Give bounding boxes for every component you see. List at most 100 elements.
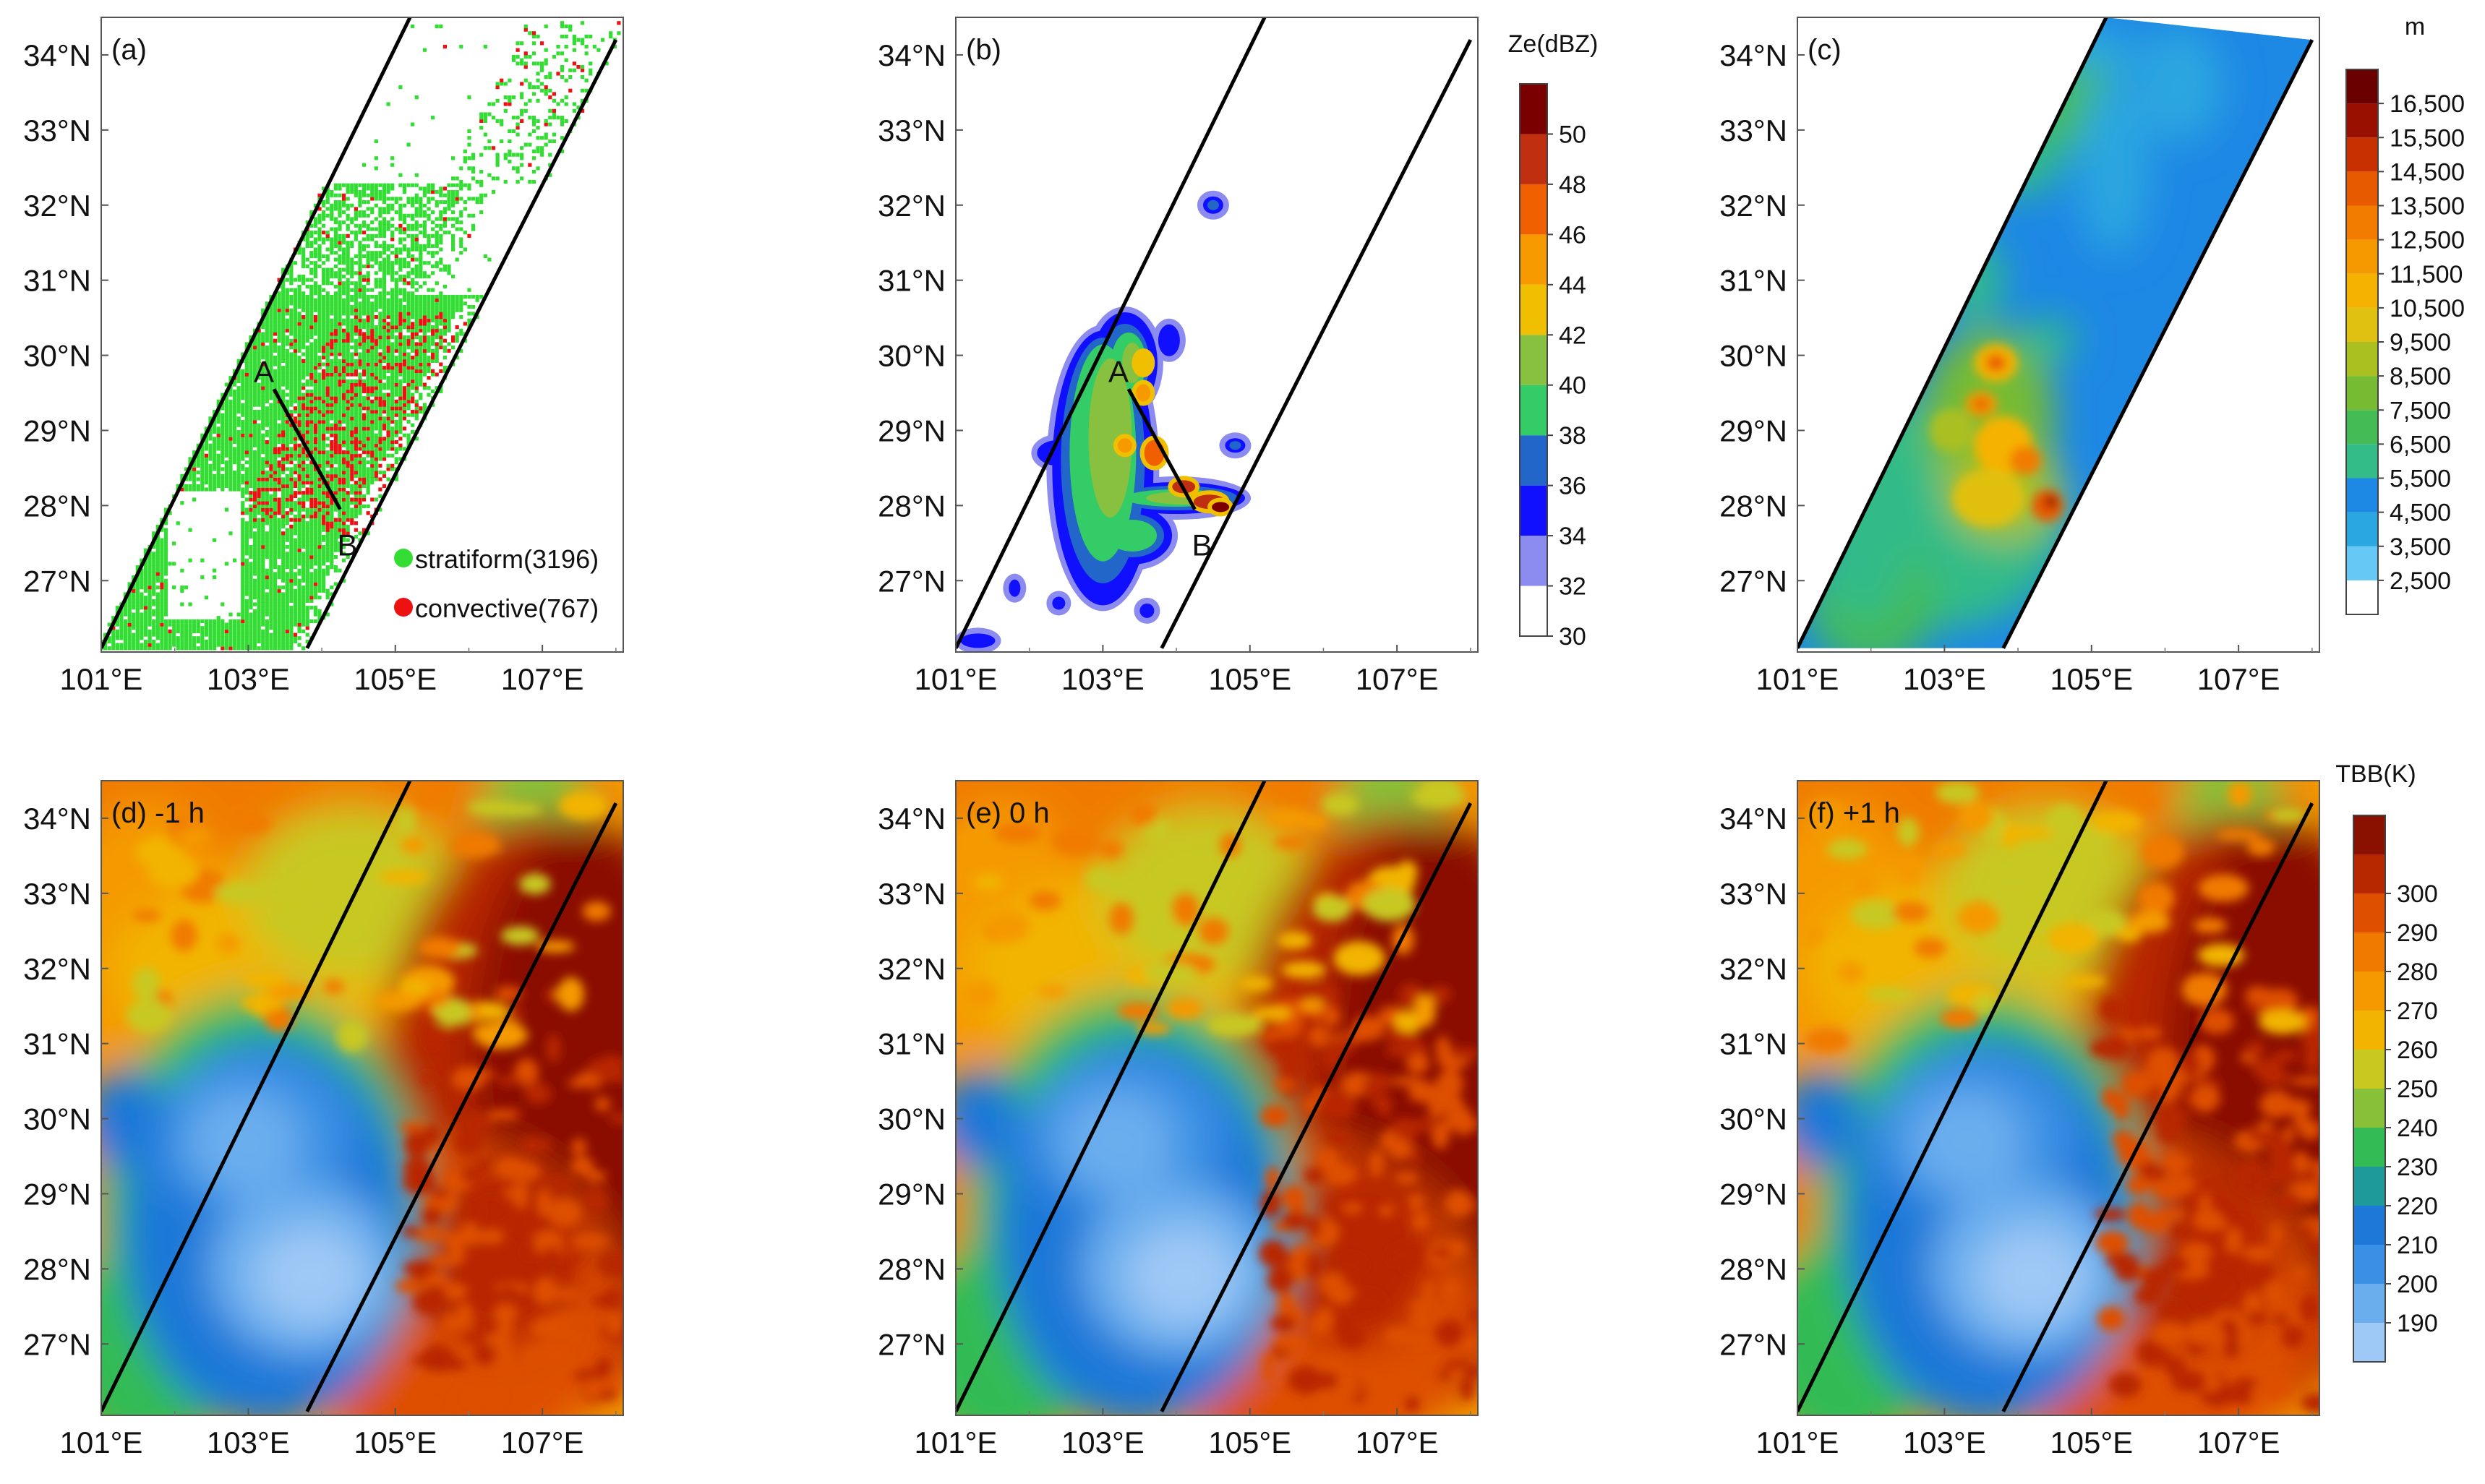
rain-pixel <box>277 588 281 593</box>
rain-pixel <box>338 298 342 302</box>
rain-pixel <box>301 619 306 623</box>
rain-pixel <box>382 217 387 221</box>
rain-pixel <box>317 342 322 346</box>
rain-pixel <box>285 544 289 549</box>
rain-pixel <box>455 338 459 343</box>
rain-pixel <box>346 322 350 326</box>
rain-pixel <box>382 484 387 488</box>
rain-pixel <box>285 514 289 519</box>
rain-pixel <box>435 233 439 238</box>
rain-pixel <box>309 352 314 356</box>
rain-pixel <box>378 267 382 272</box>
rain-pixel <box>281 471 286 475</box>
rain-pixel <box>419 244 423 248</box>
rain-pixel <box>346 359 350 363</box>
rain-pixel <box>313 223 318 228</box>
rain-pixel <box>439 223 443 228</box>
rain-pixel <box>325 362 330 366</box>
rain-pixel <box>325 501 330 505</box>
rain-pixel <box>390 348 395 353</box>
rain-pixel <box>244 399 249 404</box>
rain-pixel <box>338 227 342 231</box>
rain-pixel <box>180 632 184 637</box>
rain-pixel <box>362 348 367 353</box>
rain-pixel <box>325 544 330 549</box>
rain-pixel <box>390 278 395 282</box>
rain-pixel <box>313 369 318 373</box>
rain-pixel <box>261 406 265 411</box>
rain-pixel <box>341 457 346 461</box>
rain-pixel <box>322 504 326 509</box>
rain-pixel <box>322 457 326 461</box>
rain-pixel <box>358 308 362 312</box>
rain-pixel <box>289 528 294 532</box>
rain-pixel <box>281 463 286 468</box>
rain-pixel <box>176 626 180 630</box>
rain-pixel <box>338 237 342 241</box>
rain-pixel <box>394 288 398 292</box>
rain-pixel <box>330 338 334 343</box>
rain-pixel <box>309 548 314 552</box>
rain-pixel <box>289 393 294 397</box>
rain-pixel <box>402 281 407 286</box>
rain-pixel <box>261 639 265 644</box>
rain-pixel <box>325 237 330 241</box>
rain-pixel <box>208 457 213 461</box>
rain-pixel <box>382 423 387 427</box>
rain-pixel <box>232 439 237 445</box>
rain-pixel <box>252 531 257 536</box>
rain-pixel <box>414 213 419 218</box>
rain-pixel <box>244 578 249 583</box>
rain-pixel <box>317 612 322 617</box>
rain-pixel <box>297 534 301 539</box>
rain-pixel <box>269 558 273 562</box>
rain-pixel <box>419 271 423 275</box>
rain-pixel <box>313 325 318 330</box>
rain-pixel <box>322 386 326 390</box>
rain-pixel <box>322 507 326 512</box>
rain-pixel <box>289 562 294 566</box>
rain-pixel <box>338 352 342 356</box>
rain-pixel <box>147 582 152 586</box>
rain-pixel <box>285 592 289 596</box>
rain-pixel <box>241 403 245 407</box>
rain-pixel <box>273 477 278 481</box>
rain-pixel <box>322 447 326 451</box>
rain-pixel <box>281 359 286 363</box>
rain-pixel <box>390 325 395 330</box>
rain-pixel <box>269 463 273 468</box>
rain-pixel <box>277 632 281 637</box>
rain-pixel <box>228 389 233 394</box>
rain-pixel <box>439 346 443 350</box>
rain-pixel <box>317 294 322 299</box>
rain-pixel <box>394 406 398 411</box>
rain-pixel <box>305 494 309 498</box>
rain-pixel <box>273 413 278 417</box>
rain-pixel <box>394 200 398 205</box>
rain-pixel <box>184 646 189 651</box>
rain-pixel <box>249 552 253 556</box>
rain-pixel <box>330 318 334 322</box>
rain-pixel <box>338 518 342 522</box>
rain-pixel <box>281 636 286 640</box>
rain-pixel <box>406 291 411 296</box>
rain-pixel <box>442 318 448 322</box>
rain-pixel <box>252 423 257 427</box>
rain-pixel <box>244 531 249 536</box>
rain-pixel <box>213 443 217 447</box>
rain-pixel <box>309 366 314 370</box>
rain-pixel <box>386 197 390 201</box>
rain-pixel <box>394 342 398 346</box>
rain-pixel <box>358 487 362 492</box>
rain-pixel <box>382 261 387 265</box>
rain-pixel <box>338 541 342 546</box>
rain-pixel <box>411 399 415 404</box>
rain-pixel <box>155 606 160 610</box>
rain-pixel <box>252 348 257 353</box>
rain-pixel <box>422 210 427 215</box>
rain-pixel <box>338 524 342 529</box>
rain-pixel <box>147 578 152 583</box>
rain-pixel <box>285 511 289 515</box>
rain-pixel <box>325 471 330 475</box>
rain-pixel <box>152 622 156 627</box>
